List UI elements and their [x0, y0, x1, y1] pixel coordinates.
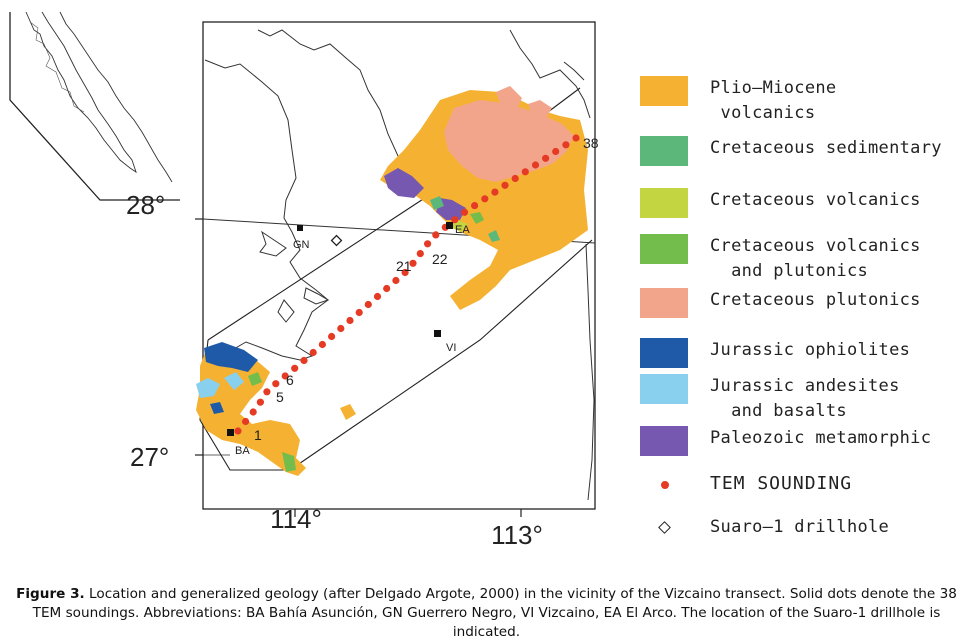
tem-sounding-dot [491, 188, 499, 196]
legend-swatch [640, 426, 688, 456]
legend-swatch [640, 338, 688, 368]
tem-soundings [234, 134, 580, 435]
sounding-label-38: 38 [583, 135, 599, 151]
legend-label: TEM SOUNDING [710, 473, 853, 494]
tem-sounding-dot [256, 398, 264, 406]
legend-label: Cretaceous volcanics [710, 190, 921, 210]
legend-item-tem-sounding: TEM SOUNDING [640, 471, 852, 501]
sounding-label-1: 1 [254, 427, 262, 443]
tem-sounding-dot [401, 268, 409, 277]
place-label-ea: EA [455, 224, 470, 236]
legend-label: Cretaceous plutonics [710, 290, 921, 310]
tem-sounding-dot [318, 340, 326, 349]
lon-label-114: 114° [270, 504, 322, 534]
legend-swatch [640, 76, 688, 106]
sounding-label-22: 22 [432, 251, 448, 267]
legend-label: Suaro–1 drillhole [710, 517, 890, 537]
sounding-label-5: 5 [276, 389, 284, 405]
tem-sounding-dot [383, 284, 391, 293]
tem-sounding-dot [249, 408, 257, 416]
legend-item-drillhole: Suaro–1 drillhole [640, 515, 889, 545]
tem-sounding-dot [309, 348, 317, 357]
legend-label: Cretaceous sedimentary [710, 138, 942, 158]
tem-sounding-dot [291, 364, 299, 372]
legend-item-cretaceous-volcanics: Cretaceous volcanics [640, 188, 921, 218]
legend-label: Jurassic ophiolites [710, 340, 911, 360]
ba-marker [227, 429, 234, 436]
figure-caption: Figure 3. Location and generalized geolo… [0, 585, 973, 642]
tem-sounding-dot [531, 161, 540, 169]
tem-sounding-dot [392, 276, 400, 285]
legend-item-jurassic-ophiolites: Jurassic ophiolites [640, 338, 910, 368]
caption-label: Figure 3. [16, 586, 85, 602]
geology-units-south [196, 342, 356, 476]
tem-sounding-dot [281, 372, 289, 380]
legend-swatch [640, 374, 688, 404]
tem-sounding-dot [337, 324, 345, 333]
legend-item-cretaceous-volcanics-plutonics: Cretaceous volcanics and plutonics [640, 234, 921, 284]
tem-sounding-dot [242, 417, 250, 426]
sounding-label-6: 6 [286, 372, 294, 388]
tem-sounding-dot [373, 292, 382, 301]
legend-label: Paleozoic metamorphic [710, 428, 932, 448]
tem-sounding-dot [263, 388, 271, 396]
tem-sounding-dot [272, 380, 280, 388]
tem-sounding-dot [562, 141, 570, 149]
tem-sounding-dot [511, 174, 519, 183]
tem-sounding-dot [432, 231, 440, 239]
legend-label: Jurassic andesites and basalts [710, 376, 900, 421]
legend-label: Plio–Miocene volcanics [710, 78, 837, 123]
place-label-vi: VI [446, 342, 456, 354]
tem-sounding-dot [234, 427, 242, 435]
legend-swatch [640, 188, 688, 218]
legend-item-cretaceous-plutonics: Cretaceous plutonics [640, 288, 921, 318]
sounding-label-21: 21 [396, 258, 412, 274]
tem-sounding-dot [355, 308, 363, 317]
tem-sounding-dot [416, 250, 424, 258]
tem-sounding-symbol [640, 471, 688, 501]
tem-sounding-dot [552, 147, 560, 156]
map-labels: 28° 27° 114° 113° GN EA VI BA 1 5 6 21 2… [126, 135, 599, 550]
place-label-gn: GN [293, 239, 310, 251]
legend-swatch [640, 234, 688, 264]
lat-label-27: 27° [130, 442, 169, 472]
legend-item-jurassic-andesites-basalts: Jurassic andesites and basalts [640, 374, 900, 424]
geology-map: 28° 27° 114° 113° GN EA VI BA 1 5 6 21 2… [9, 11, 599, 550]
tem-sounding-dot [572, 134, 580, 142]
ea-marker [446, 222, 453, 229]
caption-text: Location and generalized geology (after … [32, 586, 957, 640]
lat-label-28: 28° [126, 190, 165, 220]
legend-swatch [640, 136, 688, 166]
tem-sounding-dot [346, 316, 354, 325]
tem-sounding-dot [328, 332, 336, 341]
tem-sounding-dot [409, 259, 417, 267]
vi-marker [434, 330, 441, 337]
place-label-ba: BA [235, 445, 250, 457]
place-markers [227, 222, 453, 436]
tem-sounding-dot [481, 195, 489, 203]
drillhole-symbol [640, 515, 688, 545]
gn-marker [297, 225, 303, 231]
legend-item-plio-miocene-volcanics: Plio–Miocene volcanics [640, 76, 836, 126]
lon-label-113: 113° [491, 520, 543, 550]
figure: 28° 27° 114° 113° GN EA VI BA 1 5 6 21 2… [9, 11, 942, 550]
tem-sounding-dot [364, 300, 372, 309]
tem-sounding-dot [501, 181, 509, 189]
tem-sounding-dot [300, 356, 308, 365]
tem-sounding-dot [521, 168, 529, 176]
drillhole-marker [330, 234, 343, 247]
inset-map [9, 11, 180, 201]
legend-item-cretaceous-sedimentary: Cretaceous sedimentary [640, 136, 942, 166]
legend-item-paleozoic-metamorphic: Paleozoic metamorphic [640, 426, 931, 456]
tem-sounding-dot [451, 216, 459, 224]
tem-sounding-dot [424, 240, 432, 248]
legend-swatch [640, 288, 688, 318]
legend-label: Cretaceous volcanics and plutonics [710, 236, 921, 281]
tem-sounding-dot [460, 208, 469, 216]
tem-sounding-dot [542, 154, 550, 162]
tem-sounding-dot [471, 202, 479, 210]
